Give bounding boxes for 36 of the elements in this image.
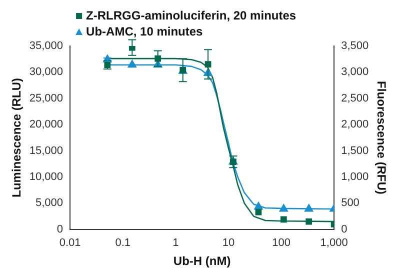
x-tick-label: 100 (272, 237, 290, 250)
point (304, 204, 314, 212)
x-tick-label: 1,000 (320, 237, 348, 250)
x-tick-label: 10 (222, 237, 235, 250)
y-tick-label: 30,000 (29, 66, 64, 78)
y2-tick-label: 500 (341, 197, 360, 210)
x-axis-title: Ub-H (nM) (173, 254, 231, 268)
point (255, 208, 262, 216)
point (128, 60, 137, 68)
y2-tick-label: 1,500 (341, 144, 369, 157)
legend-label: Ub-AMC, 10 minutes (86, 24, 204, 38)
y-tick-label: 25,000 (29, 92, 64, 104)
y-tick-label: 35,000 (29, 40, 64, 52)
point (306, 218, 312, 225)
y-tick-label: 10,000 (29, 171, 64, 184)
point (279, 204, 288, 212)
y2-tick-label: 2,000 (341, 118, 369, 131)
y-tick-label: 0 (56, 223, 64, 236)
point (154, 55, 162, 62)
point (280, 216, 287, 223)
y2-tick-label: 2,500 (341, 92, 369, 104)
y2-tick-label: 3,000 (341, 66, 369, 78)
y2-tick-label: 0 (341, 223, 348, 236)
legend-label: Z-RLRGG-aminoluciferin, 20 minutes (86, 8, 296, 22)
point (128, 46, 136, 51)
y-axis-title: Luminescence (RLU) (10, 78, 24, 198)
y-tick-label: 5,000 (36, 197, 64, 210)
y2-tick-label: 3,500 (341, 40, 369, 52)
x-tick-label: 0.01 (59, 237, 81, 250)
y-tick-label: 20,000 (29, 118, 64, 131)
x-tick-label: 1 (172, 237, 179, 250)
point (254, 202, 263, 210)
y2-axis-title: Fluorescence (RFU) (374, 81, 388, 194)
y2-tick-label: 1,000 (341, 171, 369, 184)
y-tick-label: 15,000 (29, 144, 64, 157)
x-tick-label: 0.1 (115, 237, 130, 250)
